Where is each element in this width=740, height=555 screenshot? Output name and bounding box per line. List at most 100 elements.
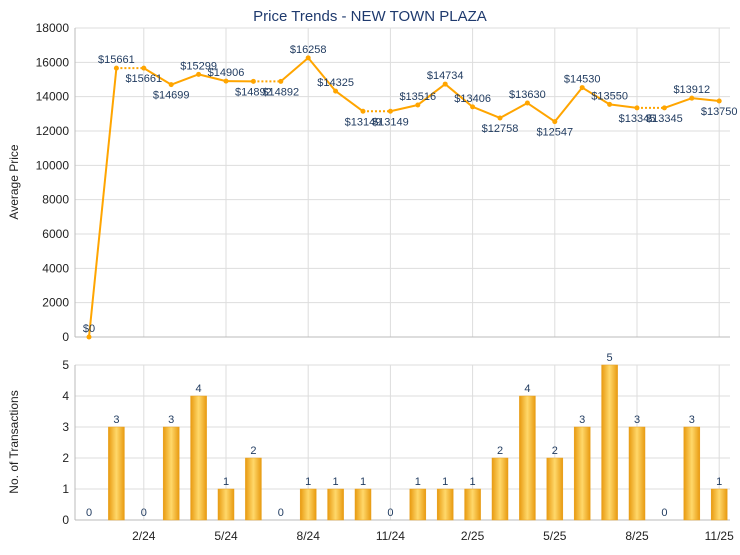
data-label: $13750 xyxy=(701,106,738,118)
bar-value-label: 0 xyxy=(661,507,667,519)
data-point xyxy=(689,96,694,101)
bar-value-label: 3 xyxy=(168,414,174,426)
bar-value-label: 3 xyxy=(579,414,585,426)
bar xyxy=(629,427,645,520)
bar-value-label: 0 xyxy=(387,507,393,519)
data-point xyxy=(662,105,667,110)
bottom-y-axis-label: No. of Transactions xyxy=(7,390,21,493)
data-point xyxy=(306,55,311,60)
x-tick-label: 11/25 xyxy=(705,529,734,543)
y-tick-label: 2 xyxy=(62,451,69,465)
data-point xyxy=(114,66,119,71)
line-segment xyxy=(171,74,198,84)
bar-value-label: 5 xyxy=(607,352,613,364)
line-segment xyxy=(89,68,116,337)
data-point xyxy=(552,119,557,124)
bar xyxy=(410,489,426,520)
bar-value-label: 3 xyxy=(634,414,640,426)
data-point xyxy=(388,109,393,114)
bar-value-label: 3 xyxy=(113,414,119,426)
line-segment xyxy=(610,104,637,108)
data-point xyxy=(580,85,585,90)
line-segment xyxy=(664,98,691,108)
data-point xyxy=(498,115,503,120)
y-tick-label: 4000 xyxy=(42,261,69,275)
line-segment xyxy=(555,88,582,122)
data-label: $15661 xyxy=(125,73,162,85)
data-label: $13406 xyxy=(454,93,491,105)
bar-value-label: 1 xyxy=(360,476,366,488)
line-segment xyxy=(390,105,417,111)
bar-value-label: 0 xyxy=(278,507,284,519)
line-segment xyxy=(527,103,554,122)
bar-value-label: 1 xyxy=(333,476,339,488)
data-label: $12547 xyxy=(536,127,573,139)
y-tick-label: 4 xyxy=(62,389,69,403)
bar-value-label: 2 xyxy=(497,445,503,457)
bar xyxy=(602,365,618,520)
bar-value-label: 2 xyxy=(552,445,558,457)
data-label: $14699 xyxy=(153,90,190,102)
y-tick-label: 1 xyxy=(62,482,69,496)
y-tick-label: 8000 xyxy=(42,193,69,207)
bar xyxy=(437,489,453,520)
bar xyxy=(711,489,727,520)
bar-value-label: 0 xyxy=(86,507,92,519)
y-tick-label: 10000 xyxy=(36,158,70,172)
bar xyxy=(355,489,371,520)
bar xyxy=(191,396,207,520)
y-tick-label: 12000 xyxy=(36,124,70,138)
y-tick-label: 0 xyxy=(62,330,69,344)
bar xyxy=(684,427,700,520)
y-tick-label: 16000 xyxy=(36,55,70,69)
bar-value-label: 1 xyxy=(305,476,311,488)
x-tick-label: 2/25 xyxy=(461,529,485,543)
data-point xyxy=(525,101,530,106)
y-tick-label: 2000 xyxy=(42,296,69,310)
line-segment xyxy=(500,103,527,118)
data-label: $12758 xyxy=(482,123,519,135)
x-tick-label: 5/24 xyxy=(214,529,238,543)
bar-value-label: 1 xyxy=(415,476,421,488)
data-label: $16258 xyxy=(290,44,327,56)
bar xyxy=(108,427,124,520)
top-y-axis-label: Average Price xyxy=(7,144,21,219)
data-label: $0 xyxy=(83,323,95,335)
data-label: $14906 xyxy=(208,67,245,79)
data-label: $13516 xyxy=(399,91,436,103)
data-label: $13630 xyxy=(509,89,546,101)
bar-value-label: 1 xyxy=(470,476,476,488)
data-label: $13345 xyxy=(646,113,683,125)
line-segment xyxy=(336,91,363,111)
data-point xyxy=(361,109,366,114)
data-point xyxy=(470,104,475,109)
bar xyxy=(519,396,535,520)
data-label: $13149 xyxy=(372,116,409,128)
data-point xyxy=(169,82,174,87)
data-point xyxy=(717,98,722,103)
data-label: $14530 xyxy=(564,74,601,86)
data-label: $15661 xyxy=(98,54,135,66)
data-point xyxy=(333,89,338,94)
x-tick-label: 5/25 xyxy=(543,529,567,543)
data-point xyxy=(87,335,92,340)
x-tick-label: 8/25 xyxy=(625,529,649,543)
data-point xyxy=(141,66,146,71)
bar-value-label: 4 xyxy=(524,383,530,395)
bar xyxy=(218,489,234,520)
y-tick-label: 3 xyxy=(62,420,69,434)
bar-value-label: 1 xyxy=(716,476,722,488)
bar-value-label: 4 xyxy=(196,383,202,395)
bar-value-label: 1 xyxy=(442,476,448,488)
bar xyxy=(245,458,261,520)
bar xyxy=(300,489,316,520)
bar xyxy=(492,458,508,520)
data-label: $14325 xyxy=(317,77,354,89)
bar xyxy=(163,427,179,520)
y-tick-label: 6000 xyxy=(42,227,69,241)
bar xyxy=(574,427,590,520)
price-panel: 0200040006000800010000120001400016000180… xyxy=(36,21,738,344)
data-point xyxy=(224,79,229,84)
data-point xyxy=(251,79,256,84)
